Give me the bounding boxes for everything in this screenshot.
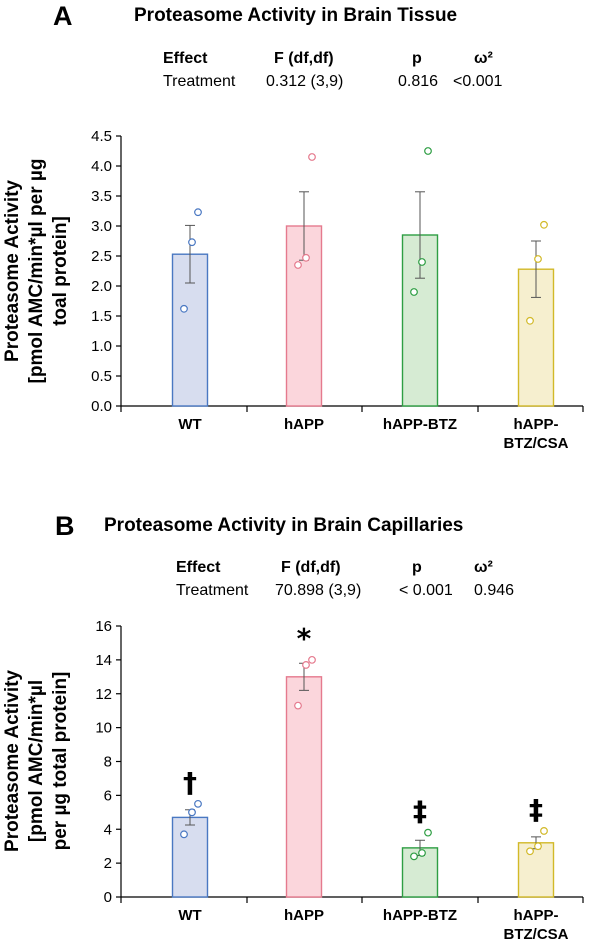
panel-b-category-label: hAPP [284,907,324,924]
panel-a-title: Proteasome Activity in Brain Tissue [134,5,457,26]
panel-a-y-tick-label: 3.5 [91,188,112,205]
panel-b-title: Proteasome Activity in Brain Capillaries [104,515,463,536]
panel-a-data-point [188,238,196,247]
panel-a-letter: A [53,1,73,31]
panel-a-y-tick-label: 1.0 [91,338,112,355]
panel-a-data-point [194,208,202,217]
panel-b-stat-header-p: p [412,559,422,576]
panel-a-stat-f: 0.312 (3,9) [266,73,343,90]
panel-b-data-point [188,808,196,817]
panel-a-stats-table: Effect F (df,df) p ω² Treatment 0.312 (3… [163,50,502,90]
panel-b-data-point [534,842,542,851]
panel-a-category-label: hAPP-BTZ/CSA [504,416,569,452]
panel-b-y-tick-label: 14 [95,652,112,669]
panel-b-y-axis-label: Proteasome Activity [pmol AMC/min*µl per µ… [2,670,71,852]
panel-a-category-label: hAPP [284,416,324,433]
panel-b-stats-table: Effect F (df,df) p ω² Treatment 70.898 (… [176,559,514,599]
panel-b-significance-mark: ‡ [413,795,427,828]
panel-b-data-point [410,852,418,861]
panel-a-y-tick-label: 2.0 [91,278,112,295]
panel-b-significance-mark: † [183,766,197,799]
panel-a-y-tick-label: 3.0 [91,218,112,235]
panel-b-data-point [424,828,432,837]
panel-b-data-point [418,849,426,857]
panel-a-stat-effect: Treatment [163,73,236,90]
panel-a-data-point [294,261,302,269]
panel-a-stat-header-effect: Effect [163,50,208,67]
panel-b-y-tick-label: 4 [104,821,112,838]
panel-b-data-point [294,701,302,710]
panel-a-y-tick-label: 0.5 [91,368,112,385]
panel-b-chart: 0 2 4 6 8 10 12 14 16 Proteasome Activity [pmol AM… [2,618,584,943]
panel-a-data-point [410,288,418,296]
panel-b-stat-p: < 0.001 [399,582,453,599]
panel-a-stat-p: 0.816 [398,73,438,90]
panel-b-category-label: hAPP-BTZ/CSA [504,907,569,943]
panel-b-y-tick-label: 6 [104,787,112,804]
panel-a-data-point [540,220,548,229]
panel-b-data-point [302,661,310,669]
panel-b-category-label: hAPP-BTZ [383,907,457,924]
panel-b-data-point [308,655,316,664]
panel-a-y-tick-label: 1.5 [91,308,112,325]
panel-b-significance-mark: * [297,622,312,655]
panel-b-stat-omega: 0.946 [474,582,514,599]
panel-a-y-tick-label: 2.5 [91,248,112,265]
panel-a-data-point [418,258,426,266]
panel-a-data-point [534,255,542,263]
panel-b-data-point [540,827,548,835]
panel-b-data-point [194,799,202,808]
panel-b-data-point [526,847,534,856]
panel-a-data-point [308,153,316,161]
panel-b-y-tick-label: 10 [95,720,112,737]
panel-a-stat-header-omega: ω² [474,50,493,67]
panel-a-y-tick-label: 4.0 [91,158,112,175]
panel-b-category-label: WT [178,907,201,924]
panel-a-stat-header-p: p [412,50,422,67]
panel-b-y-tick-label: 16 [95,618,112,635]
panel-b-y-tick-label: 8 [104,754,112,771]
panel-a-category-label: WT [178,416,201,433]
panel-a-y-tick-label: 4.5 [91,128,112,145]
panel-a-data-point [526,316,534,325]
panel-a-data-point [302,253,310,262]
panel-b-stat-header-effect: Effect [176,559,221,576]
panel-b-bar [171,816,209,898]
panel-a-y-axis-label: Proteasome Activity [pmol AMC/min*µl per … [2,159,71,384]
panel-b-y-tick-label: 12 [95,686,112,703]
panel-b-y-tick-label: 2 [104,855,112,872]
panel-a-stat-omega: <0.001 [453,73,502,90]
panel-a-data-point [180,304,188,313]
panel-b-bar [517,842,555,898]
panel-b-stat-header-f: F (df,df) [281,559,341,576]
panel-a-category-label: hAPP-BTZ [383,416,457,433]
panel-a-data-point [424,147,432,155]
panel-b-y-tick-label: 0 [104,889,112,906]
panel-b-stat-header-omega: ω² [474,559,493,576]
panel-b-significance-mark: ‡ [529,793,543,826]
panel-b-stat-effect: Treatment [176,582,249,599]
panel-b-letter: B [55,511,75,541]
panel-a-stat-header-f: F (df,df) [274,50,334,67]
panel-b-data-point [180,830,188,839]
panel-b-bar [285,676,323,898]
panel-a-chart: 0.0 0.5 1.0 1.5 2.0 2.5 3.0 3.5 4.0 4.5 Proteasome… [2,128,584,452]
panel-a-y-tick-label: 0.0 [91,398,112,415]
panel-b-stat-f: 70.898 (3,9) [275,582,361,599]
